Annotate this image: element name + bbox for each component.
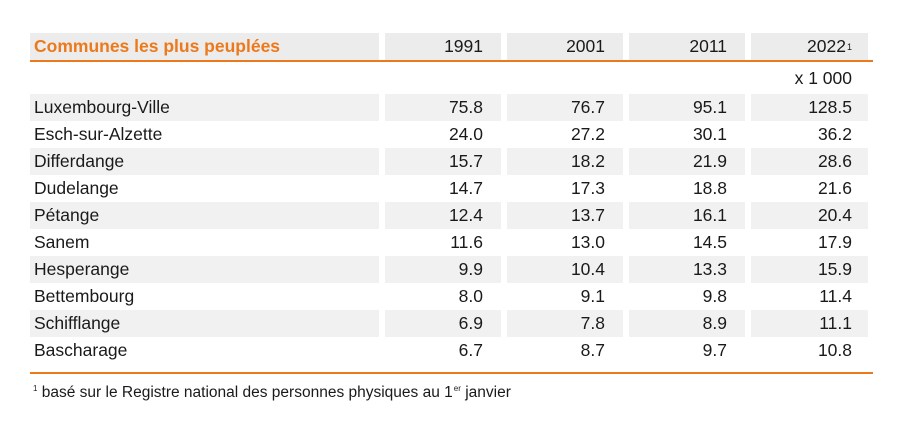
year-label: 1991 xyxy=(444,36,483,56)
commune-name: Hesperange xyxy=(30,256,379,283)
footnote-text: basé sur le Registre national des person… xyxy=(37,384,453,401)
population-value: 7.8 xyxy=(507,310,623,337)
column-header-year: 1991 xyxy=(385,33,501,60)
population-value: 8.9 xyxy=(629,310,745,337)
population-value: 9.1 xyxy=(507,283,623,310)
population-value: 14.7 xyxy=(385,175,501,202)
population-value: 18.2 xyxy=(507,148,623,175)
table-row: Esch-sur-Alzette 24.0 27.2 30.1 36.2 xyxy=(30,121,873,148)
population-value: 14.5 xyxy=(629,229,745,256)
table-row: Luxembourg-Ville 75.8 76.7 95.1 128.5 xyxy=(30,94,873,121)
population-value: 76.7 xyxy=(507,94,623,121)
population-value: 24.0 xyxy=(385,121,501,148)
population-value: 28.6 xyxy=(751,148,868,175)
commune-name: Schifflange xyxy=(30,310,379,337)
population-value: 21.9 xyxy=(629,148,745,175)
population-value: 75.8 xyxy=(385,94,501,121)
unit-row: x 1 000 xyxy=(30,62,873,94)
table-row: Hesperange 9.9 10.4 13.3 15.9 xyxy=(30,256,873,283)
population-value: 18.8 xyxy=(629,175,745,202)
population-value: 17.3 xyxy=(507,175,623,202)
column-header-year: 2022 1 xyxy=(751,33,868,60)
table-row: Schifflange 6.9 7.8 8.9 11.1 xyxy=(30,310,873,337)
population-value: 6.9 xyxy=(385,310,501,337)
table-row: Bascharage 6.7 8.7 9.7 10.8 xyxy=(30,337,873,364)
table-row: Differdange 15.7 18.2 21.9 28.6 xyxy=(30,148,873,175)
table-header-row: Communes les plus peuplées 1991 2001 201… xyxy=(30,33,873,60)
commune-name: Sanem xyxy=(30,229,379,256)
population-value: 10.8 xyxy=(751,337,868,364)
table-title: Communes les plus peuplées xyxy=(30,33,379,60)
population-value: 13.7 xyxy=(507,202,623,229)
population-value: 15.7 xyxy=(385,148,501,175)
table-row: Pétange 12.4 13.7 16.1 20.4 xyxy=(30,202,873,229)
population-value: 11.6 xyxy=(385,229,501,256)
population-table: Communes les plus peuplées 1991 2001 201… xyxy=(30,33,873,374)
year-label: 2001 xyxy=(566,36,605,56)
table-row: Dudelange 14.7 17.3 18.8 21.6 xyxy=(30,175,873,202)
commune-name: Pétange xyxy=(30,202,379,229)
ordinal-suffix: er xyxy=(453,383,461,393)
population-value: 16.1 xyxy=(629,202,745,229)
population-value: 9.8 xyxy=(629,283,745,310)
population-value: 30.1 xyxy=(629,121,745,148)
population-value: 27.2 xyxy=(507,121,623,148)
population-value: 21.6 xyxy=(751,175,868,202)
population-value: 128.5 xyxy=(751,94,868,121)
population-value: 9.9 xyxy=(385,256,501,283)
bottom-divider xyxy=(30,372,873,374)
population-value: 8.0 xyxy=(385,283,501,310)
column-header-year: 2001 xyxy=(507,33,623,60)
population-value: 12.4 xyxy=(385,202,501,229)
population-value: 36.2 xyxy=(751,121,868,148)
column-header-year: 2011 xyxy=(629,33,745,60)
commune-name: Differdange xyxy=(30,148,379,175)
population-value: 11.4 xyxy=(751,283,868,310)
population-value: 17.9 xyxy=(751,229,868,256)
population-value: 8.7 xyxy=(507,337,623,364)
header-divider xyxy=(30,60,873,62)
population-value: 13.0 xyxy=(507,229,623,256)
year-label: 2011 xyxy=(689,36,727,56)
population-value: 95.1 xyxy=(629,94,745,121)
table-body: Luxembourg-Ville 75.8 76.7 95.1 128.5 Esch-su… xyxy=(30,94,873,364)
population-value: 10.4 xyxy=(507,256,623,283)
footnote-marker: 1 xyxy=(33,383,38,393)
commune-name: Esch-sur-Alzette xyxy=(30,121,379,148)
commune-name: Luxembourg-Ville xyxy=(30,94,379,121)
population-value: 15.9 xyxy=(751,256,868,283)
footnote: 1 basé sur le Registre national des pers… xyxy=(32,384,511,402)
commune-name: Dudelange xyxy=(30,175,379,202)
population-value: 6.7 xyxy=(385,337,501,364)
population-value: 20.4 xyxy=(751,202,868,229)
commune-name: Bascharage xyxy=(30,337,379,364)
footnote-text-end: janvier xyxy=(460,384,511,401)
unit-label: x 1 000 xyxy=(794,67,852,88)
table-row: Bettembourg 8.0 9.1 9.8 11.4 xyxy=(30,283,873,310)
commune-name: Bettembourg xyxy=(30,283,379,310)
table-row: Sanem 11.6 13.0 14.5 17.9 xyxy=(30,229,873,256)
population-value: 9.7 xyxy=(629,337,745,364)
population-value: 11.1 xyxy=(751,310,868,337)
year-label: 2022 xyxy=(807,36,846,56)
population-value: 13.3 xyxy=(629,256,745,283)
